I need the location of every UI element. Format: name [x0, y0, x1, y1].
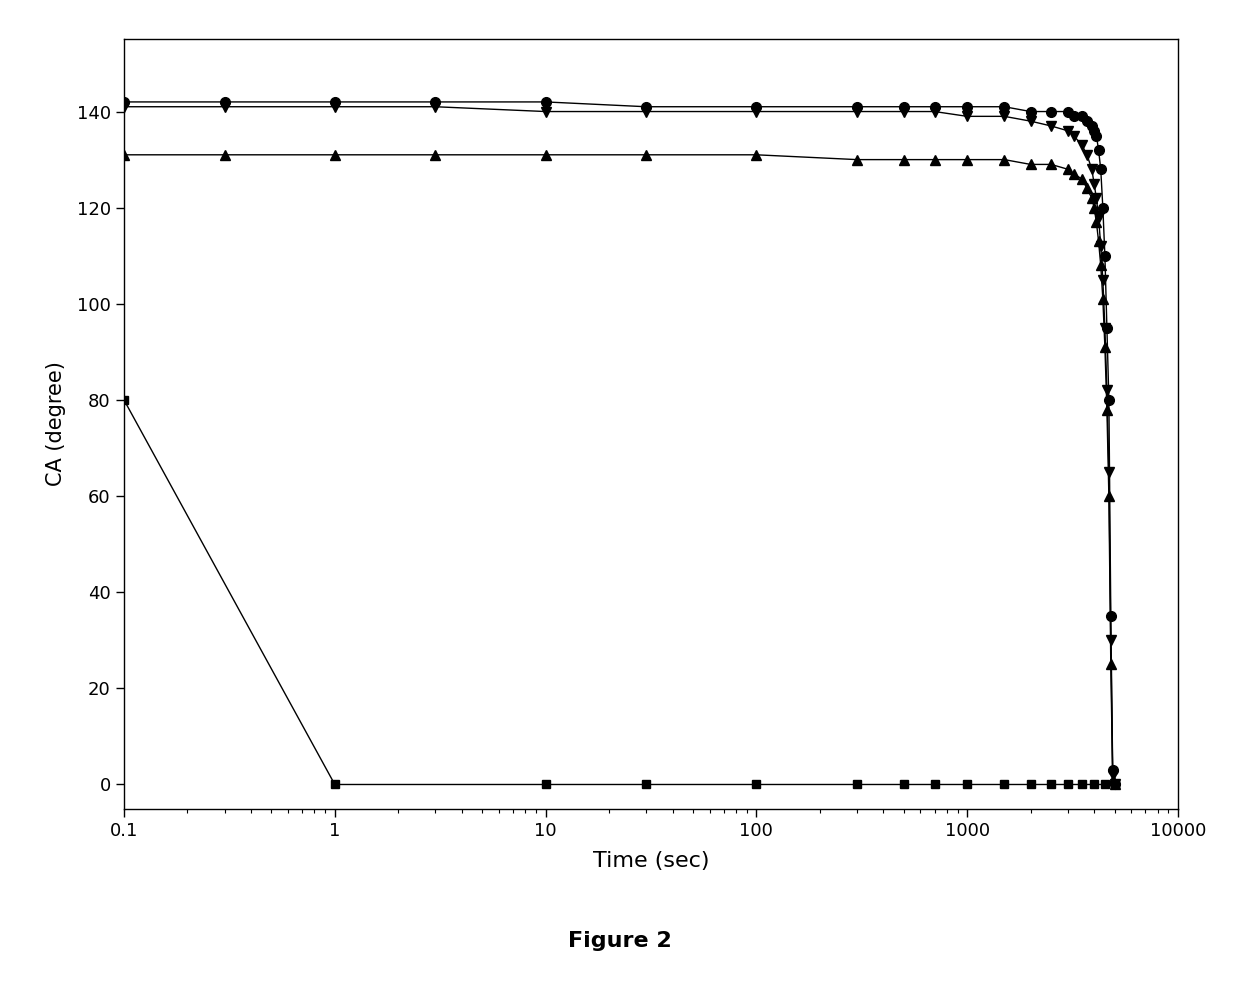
Text: Figure 2: Figure 2: [568, 931, 672, 951]
Y-axis label: CA (degree): CA (degree): [46, 362, 66, 486]
X-axis label: Time (sec): Time (sec): [593, 851, 709, 871]
